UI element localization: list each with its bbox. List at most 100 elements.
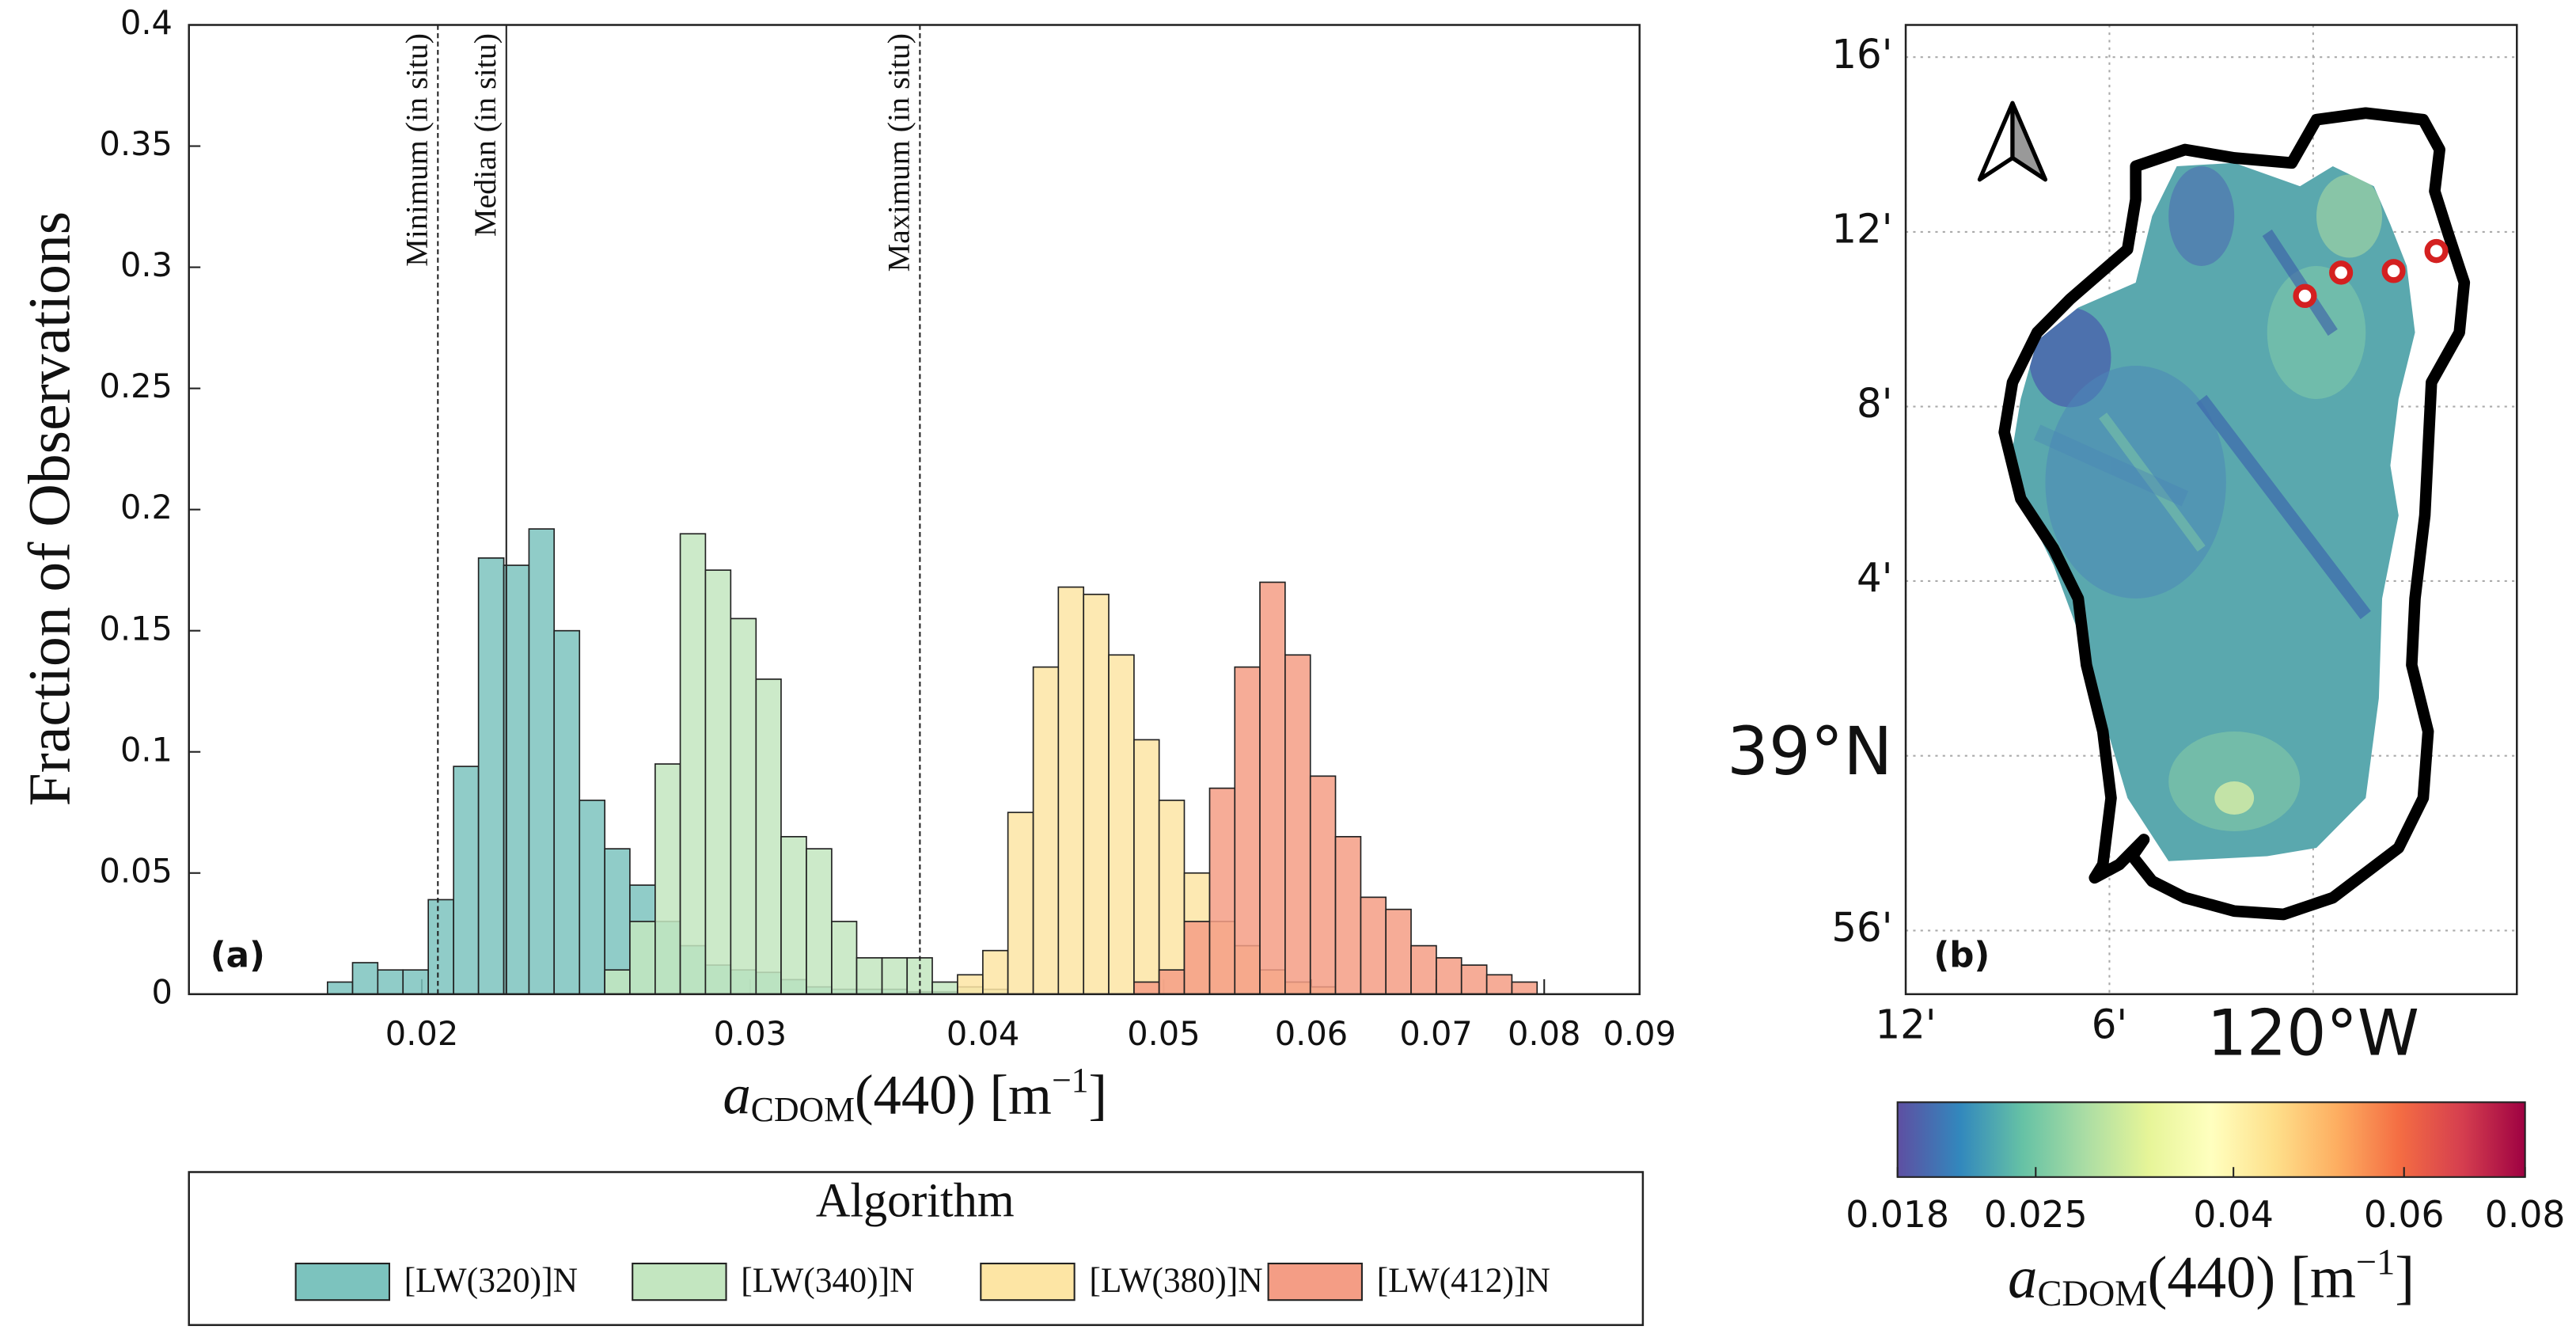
legend-swatch — [980, 1262, 1076, 1302]
histogram-bar — [1410, 944, 1437, 995]
histogram-bar — [856, 957, 883, 995]
y-axis-title: Fraction of Observations — [17, 211, 83, 807]
x-axis-title-part: a — [723, 1064, 751, 1126]
legend-swatch — [1267, 1262, 1363, 1302]
y-tick-label: 0.1 — [120, 730, 173, 769]
histogram-bar — [503, 564, 530, 995]
colorbar-tick-label: 0.08 — [2485, 1193, 2566, 1236]
stations — [2293, 238, 2449, 309]
y-tick-label: 0.05 — [100, 851, 173, 890]
north-arrow — [1977, 101, 2048, 182]
histogram-bar — [982, 949, 1009, 995]
y-tick-label: 16' — [1831, 31, 1892, 78]
histogram-bar — [1334, 836, 1362, 995]
histogram-bar — [1133, 981, 1160, 995]
y-tick-label: 0.25 — [100, 367, 173, 405]
histogram-bar — [755, 678, 782, 995]
legend-label: [LW(412)]N — [1377, 1261, 1550, 1299]
x-tick-label: 0.09 — [1603, 1014, 1676, 1053]
histogram-bar — [1183, 921, 1211, 995]
colorbar-tick-label: 0.025 — [1984, 1193, 2088, 1236]
histogram-bar — [679, 533, 707, 995]
y-tick-label: 39°N — [1727, 712, 1892, 790]
histogram-bar — [881, 957, 909, 995]
x-tick-label: 0.06 — [1275, 1014, 1348, 1053]
histogram-bar — [1284, 654, 1311, 995]
legend-label: [LW(320)]N — [404, 1261, 578, 1299]
colorbar-title-part: (440) [m — [2147, 1244, 2356, 1310]
colorbar-tick-label: 0.04 — [2193, 1193, 2274, 1236]
histogram-bar — [704, 569, 732, 995]
histogram-bar — [629, 921, 656, 995]
histogram-bar — [579, 800, 606, 995]
x-tick-label: 0.04 — [947, 1014, 1019, 1053]
histogram-bar — [1360, 896, 1387, 995]
colorbar-title: aCDOM(440) [m−1] — [2008, 1241, 2415, 1314]
colorbar-title-part: −1 — [2356, 1241, 2395, 1282]
histogram-bar — [477, 557, 505, 995]
x-tick-label: 0.07 — [1399, 1014, 1472, 1053]
x-axis-title-part: (440) [m — [855, 1064, 1052, 1126]
histogram-bar — [427, 899, 454, 995]
histogram-bar — [1007, 811, 1034, 995]
y-tick-label: 0.35 — [100, 124, 173, 163]
plot-area — [188, 25, 1640, 994]
x-tick-label: 0.05 — [1127, 1014, 1200, 1053]
y-tick-label: 0.15 — [100, 609, 173, 648]
reference-label: Minimum (in situ) — [400, 33, 434, 267]
histogram-bar — [1485, 974, 1513, 995]
colorbar-tick-label: 0.018 — [1846, 1193, 1949, 1236]
y-tick-label: 4' — [1857, 554, 1892, 601]
y-tick-label: 0.2 — [120, 488, 173, 526]
x-tick-label: 120°W — [2207, 996, 2419, 1070]
histogram-bar — [780, 836, 807, 995]
lake-outline — [1998, 107, 2471, 921]
histogram-bar — [654, 763, 681, 995]
legend-swatch — [294, 1262, 391, 1302]
y-tick-label: 56' — [1831, 904, 1892, 951]
panel-label: (b) — [1933, 935, 1990, 975]
histogram-bar — [1158, 800, 1186, 995]
y-tick-label: 8' — [1857, 380, 1892, 427]
y-tick-label: 0.3 — [120, 245, 173, 284]
histogram-bar — [931, 981, 958, 995]
y-tick-label: 0 — [152, 972, 173, 1011]
histogram-bar — [730, 618, 757, 995]
x-tick-label: 12' — [1875, 1001, 1936, 1047]
histogram-bar — [553, 629, 581, 995]
histogram-bar — [351, 962, 379, 995]
y-tick-label: 12' — [1831, 205, 1892, 252]
x-tick-label: 0.03 — [714, 1014, 787, 1053]
legend-label: [LW(380)]N — [1089, 1261, 1262, 1299]
histogram-bar — [806, 848, 833, 995]
histogram-bar — [1259, 581, 1286, 995]
histogram-bar — [377, 969, 404, 995]
x-axis-title-part: −1 — [1052, 1061, 1089, 1100]
histogram-bar — [402, 969, 430, 995]
histogram-bar — [1158, 969, 1186, 995]
histogram-bar — [1436, 957, 1463, 995]
histogram-bar — [1032, 666, 1060, 995]
histogram-bar — [528, 528, 556, 995]
x-axis-title: aCDOM(440) [m−1] — [723, 1061, 1108, 1129]
histogram-bar — [1083, 593, 1110, 995]
x-tick-label: 0.08 — [1508, 1014, 1580, 1053]
colorbar-title-part: CDOM — [2037, 1272, 2147, 1313]
histogram-bar — [1108, 654, 1135, 995]
colorbar-tick-label: 0.06 — [2364, 1193, 2445, 1236]
histogram-bar — [1511, 981, 1538, 995]
reference-label: Maximum (in situ) — [882, 33, 916, 272]
histogram-bar — [1057, 586, 1085, 995]
histogram-bar — [1208, 787, 1236, 995]
histogram-bar — [604, 969, 631, 995]
x-axis-title-part: ] — [1089, 1064, 1108, 1126]
panel-label: (a) — [211, 935, 265, 975]
histogram-bar — [1460, 964, 1488, 995]
x-tick-label: 6' — [2092, 1001, 2127, 1047]
histogram-bar — [1309, 775, 1337, 995]
legend-title: Algorithm — [816, 1174, 1015, 1227]
lake-texture — [2028, 166, 2383, 831]
legend-swatch — [632, 1262, 727, 1302]
x-axis-title-part: CDOM — [751, 1090, 855, 1129]
